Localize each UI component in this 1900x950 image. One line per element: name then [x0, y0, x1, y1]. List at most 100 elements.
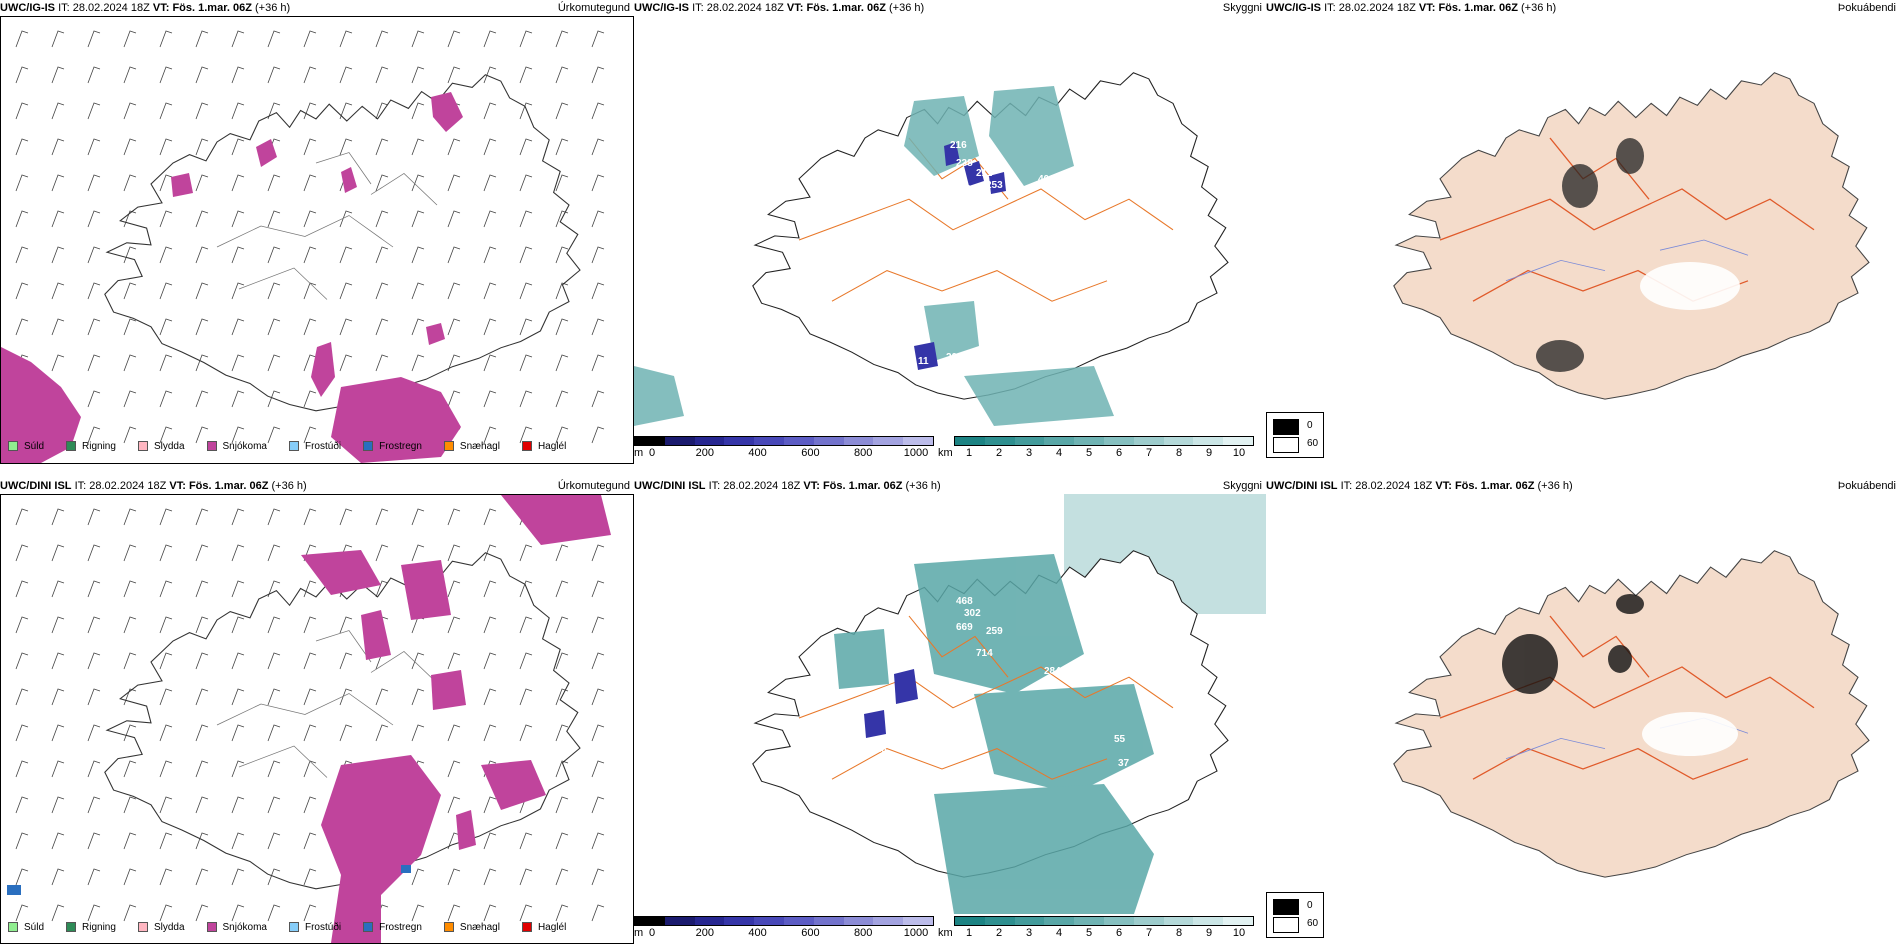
colorbar-cell [843, 917, 874, 925]
cloud-base-value: 301 [960, 184, 977, 195]
colorbar-tick-label: 1000 [903, 447, 929, 459]
panel-title: Þokuábendi [1837, 2, 1896, 14]
legend-label: Slydda [153, 921, 185, 933]
cloud-base-value: 412 [1062, 184, 1079, 195]
vt-value: Fös. 1.mar. 06Z [822, 480, 903, 492]
colorbar-tick-label: 5 [1085, 447, 1093, 459]
colorbar-cell [1044, 917, 1075, 925]
cloud-base-value: 37 [1118, 758, 1130, 769]
cloud-base-value: 240 [944, 730, 961, 741]
it-value: 28.02.2024 18Z [1355, 480, 1433, 492]
colorbar-cell [1044, 437, 1075, 445]
visibility-unit: km [938, 927, 953, 939]
it-label: IT: [1324, 2, 1336, 14]
cloud-base-value: 168 [888, 720, 905, 731]
colorbar-cell [1074, 437, 1104, 445]
fog-panel-row2: UWC/DINI ISL IT: 28.02.2024 18Z VT: Fös.… [1266, 478, 1900, 950]
lead-time: (+36 h) [905, 480, 941, 492]
legend-label: Snæhagl [459, 440, 500, 452]
legend-item: Slydda [130, 441, 185, 452]
colorbar-tick-label: 9 [1205, 447, 1213, 459]
colorbar-cell [635, 917, 665, 925]
colorbar-tick-label: 0 [648, 927, 656, 939]
fog-key-dark-box [1273, 419, 1299, 435]
legend-item: Snæhagl [436, 922, 500, 933]
fog-key-light-label: 60 [1307, 438, 1319, 449]
it-label: IT: [708, 480, 721, 492]
visibility-colorbar: 1 2 3 4 5 6 7 8 9 10 [954, 436, 1254, 460]
legend-label: Slydda [153, 440, 185, 452]
legend-swatch [8, 922, 18, 932]
cloud-base-colorbar: 0 200 400 600 800 1000 [634, 916, 934, 940]
colorbar-cell [1223, 917, 1253, 925]
colorbar-cell [1193, 437, 1224, 445]
legend-label: Rigning [82, 921, 116, 933]
legend-swatch [66, 441, 77, 451]
colorbar-cell [873, 437, 904, 445]
it-label: IT: [58, 2, 70, 14]
legend-item: Súld [0, 922, 44, 933]
vt-label: VT: [1418, 2, 1436, 14]
colorbar-tick-label: 0 [648, 447, 656, 459]
colorbar-cell [1074, 917, 1104, 925]
snow-areas [1, 92, 463, 463]
visibility-panel-row2: UWC/DINI ISL IT: 28.02.2024 18Z VT: Fös.… [634, 478, 1266, 950]
precip-panel-row2: UWC/DINI ISL IT: 28.02.2024 18Z VT: Fös.… [0, 478, 634, 950]
legend-item: Frostregn [355, 441, 422, 452]
colorbar-cell [1014, 917, 1045, 925]
cloud-base-unit: m [634, 447, 644, 459]
panel-title: Þokuábendi [1837, 480, 1896, 492]
colorbar-tick-label: 800 [854, 927, 873, 939]
vt-value: Fös. 1.mar. 06Z [1454, 480, 1535, 492]
precip-legend: Súld Rigning Slydda Snjókoma Frostúði Frostre… [0, 918, 580, 936]
fog-key-dark-label: 0 [1307, 420, 1313, 431]
colorbar-tick-label: 7 [1145, 447, 1153, 459]
it-value: 28.02.2024 18Z [706, 2, 784, 14]
model-name: UWC/DINI ISL [1266, 480, 1338, 492]
model-name: UWC/DINI ISL [0, 480, 72, 492]
it-label: IT: [692, 2, 704, 14]
it-label: IT: [1340, 480, 1353, 492]
lead-time: (+36 h) [889, 2, 925, 14]
wind-barbs [15, 30, 605, 444]
colorbar-cell [903, 437, 933, 445]
legend-label: Snjókoma [222, 440, 267, 452]
colorbar-cell [984, 437, 1015, 445]
panel-header: UWC/IG-IS IT: 28.02.2024 18Z VT: Fös. 1.… [634, 0, 1266, 16]
legend-item: Snæhagl [436, 441, 500, 452]
legend-item: Súld [0, 441, 44, 452]
colorbar-tick-label: 200 [695, 447, 714, 459]
legend-label: Snæhagl [459, 921, 500, 933]
vt-value: Fös. 1.mar. 06Z [188, 480, 269, 492]
colorbar-cell [664, 917, 695, 925]
lead-time: (+36 h) [255, 2, 291, 14]
cloud-base-value: 253 [986, 180, 1003, 191]
colorbar-tick-label: 1000 [903, 927, 929, 939]
cloud-base-value: 208 [946, 352, 963, 363]
vt-label: VT: [1435, 480, 1452, 492]
colorbar-tick-label: 3 [1025, 927, 1033, 939]
legend-item: Frostregn [355, 922, 422, 933]
model-name: UWC/IG-IS [634, 2, 689, 14]
visibility-unit: km [938, 447, 953, 459]
legend-label: Snjókoma [222, 921, 267, 933]
legend-swatch [288, 441, 299, 451]
legend-swatch [66, 922, 77, 932]
colorbar-tick-label: 8 [1175, 447, 1183, 459]
lead-time: (+36 h) [1521, 2, 1557, 14]
legend-swatch [443, 441, 454, 451]
colorbar-cell [843, 437, 874, 445]
colorbar-cell [1163, 437, 1194, 445]
legend-swatch [521, 922, 532, 932]
legend-label: Súld [24, 921, 45, 933]
colorbar-cell [1103, 917, 1134, 925]
cloud-base-unit: m [634, 927, 644, 939]
cloud-base-value: 284 [1044, 666, 1061, 677]
colorbar-cell [873, 917, 904, 925]
fog-key: 0 60 [1266, 412, 1324, 458]
fog-key-dark-label: 0 [1307, 900, 1313, 911]
